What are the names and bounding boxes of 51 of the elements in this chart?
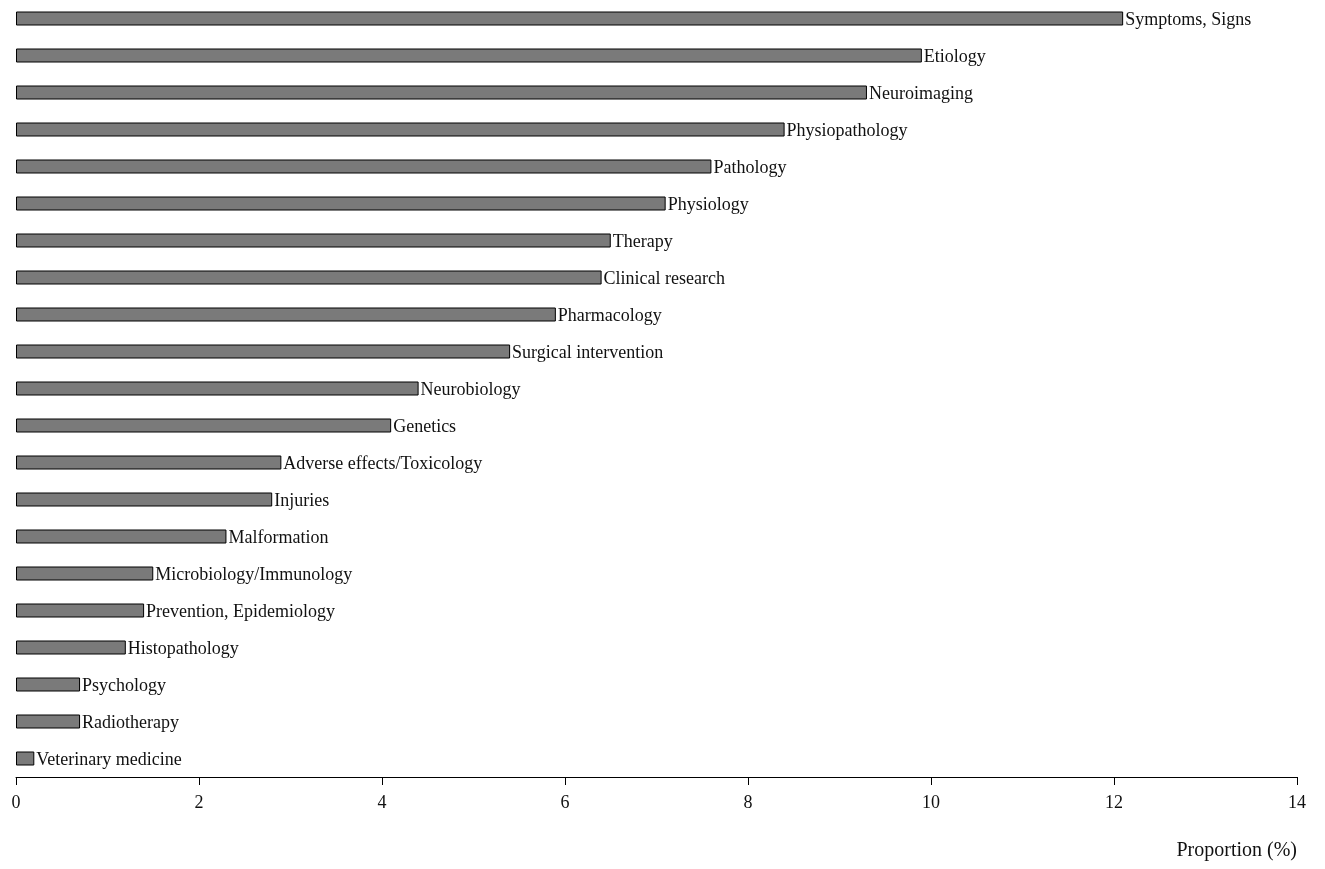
bar: [16, 344, 511, 359]
bar: [16, 381, 419, 396]
x-tick-label: 14: [1288, 792, 1306, 812]
bar: [16, 418, 392, 433]
x-tick-label: 0: [11, 792, 21, 812]
x-tick-label: 6: [560, 792, 570, 812]
bar: [16, 566, 154, 581]
y-tick-label: Physiology: [667, 193, 749, 214]
y-tick-label: Veterinary medicine: [36, 748, 182, 769]
y-tick-label: Symptoms, Signs: [1125, 8, 1252, 29]
y-tick-label: Malformation: [228, 526, 329, 547]
bar: [16, 270, 602, 285]
y-tick-label: Histopathology: [127, 637, 239, 658]
bar: [16, 455, 282, 470]
x-axis-title: Proportion (%): [1176, 838, 1297, 861]
y-tick-label: Pharmacology: [557, 304, 662, 325]
bar: [16, 307, 556, 322]
bar: [16, 714, 81, 729]
bar: [16, 85, 867, 100]
y-tick-label: Therapy: [612, 230, 673, 251]
bar: [16, 48, 922, 63]
x-tick-label: 12: [1105, 792, 1123, 812]
bar: [16, 122, 785, 137]
bar: [16, 196, 666, 211]
bar: [16, 159, 712, 174]
y-tick-label: Surgical intervention: [512, 341, 664, 362]
y-tick-label: Injuries: [274, 489, 330, 510]
bar: [16, 603, 145, 618]
y-tick-label: Adverse effects/Toxicology: [283, 452, 483, 473]
bar: [16, 11, 1124, 26]
bar: [16, 640, 126, 655]
y-tick-label: Clinical research: [603, 267, 726, 288]
y-tick-label: Pathology: [713, 156, 787, 177]
y-tick-label: Etiology: [923, 45, 986, 66]
bar: [16, 529, 227, 544]
x-tick-label: 2: [194, 792, 204, 812]
x-tick-label: 4: [377, 792, 387, 812]
y-tick-label: Psychology: [82, 674, 167, 695]
y-tick-label: Genetics: [393, 415, 457, 436]
bar: [16, 677, 81, 692]
y-tick-label: Neurobiology: [420, 378, 521, 399]
bar: [16, 233, 611, 248]
bar: [16, 751, 35, 766]
bar: [16, 492, 273, 507]
x-tick-label: 8: [743, 792, 753, 812]
y-tick-label: Physiopathology: [786, 119, 908, 140]
y-tick-label: Radiotherapy: [82, 711, 180, 732]
y-tick-label: Neuroimaging: [868, 82, 973, 103]
y-tick-label: Prevention, Epidemiology: [146, 600, 336, 621]
x-tick-label: 10: [922, 792, 940, 812]
y-tick-label: Microbiology/Immunology: [155, 563, 353, 584]
